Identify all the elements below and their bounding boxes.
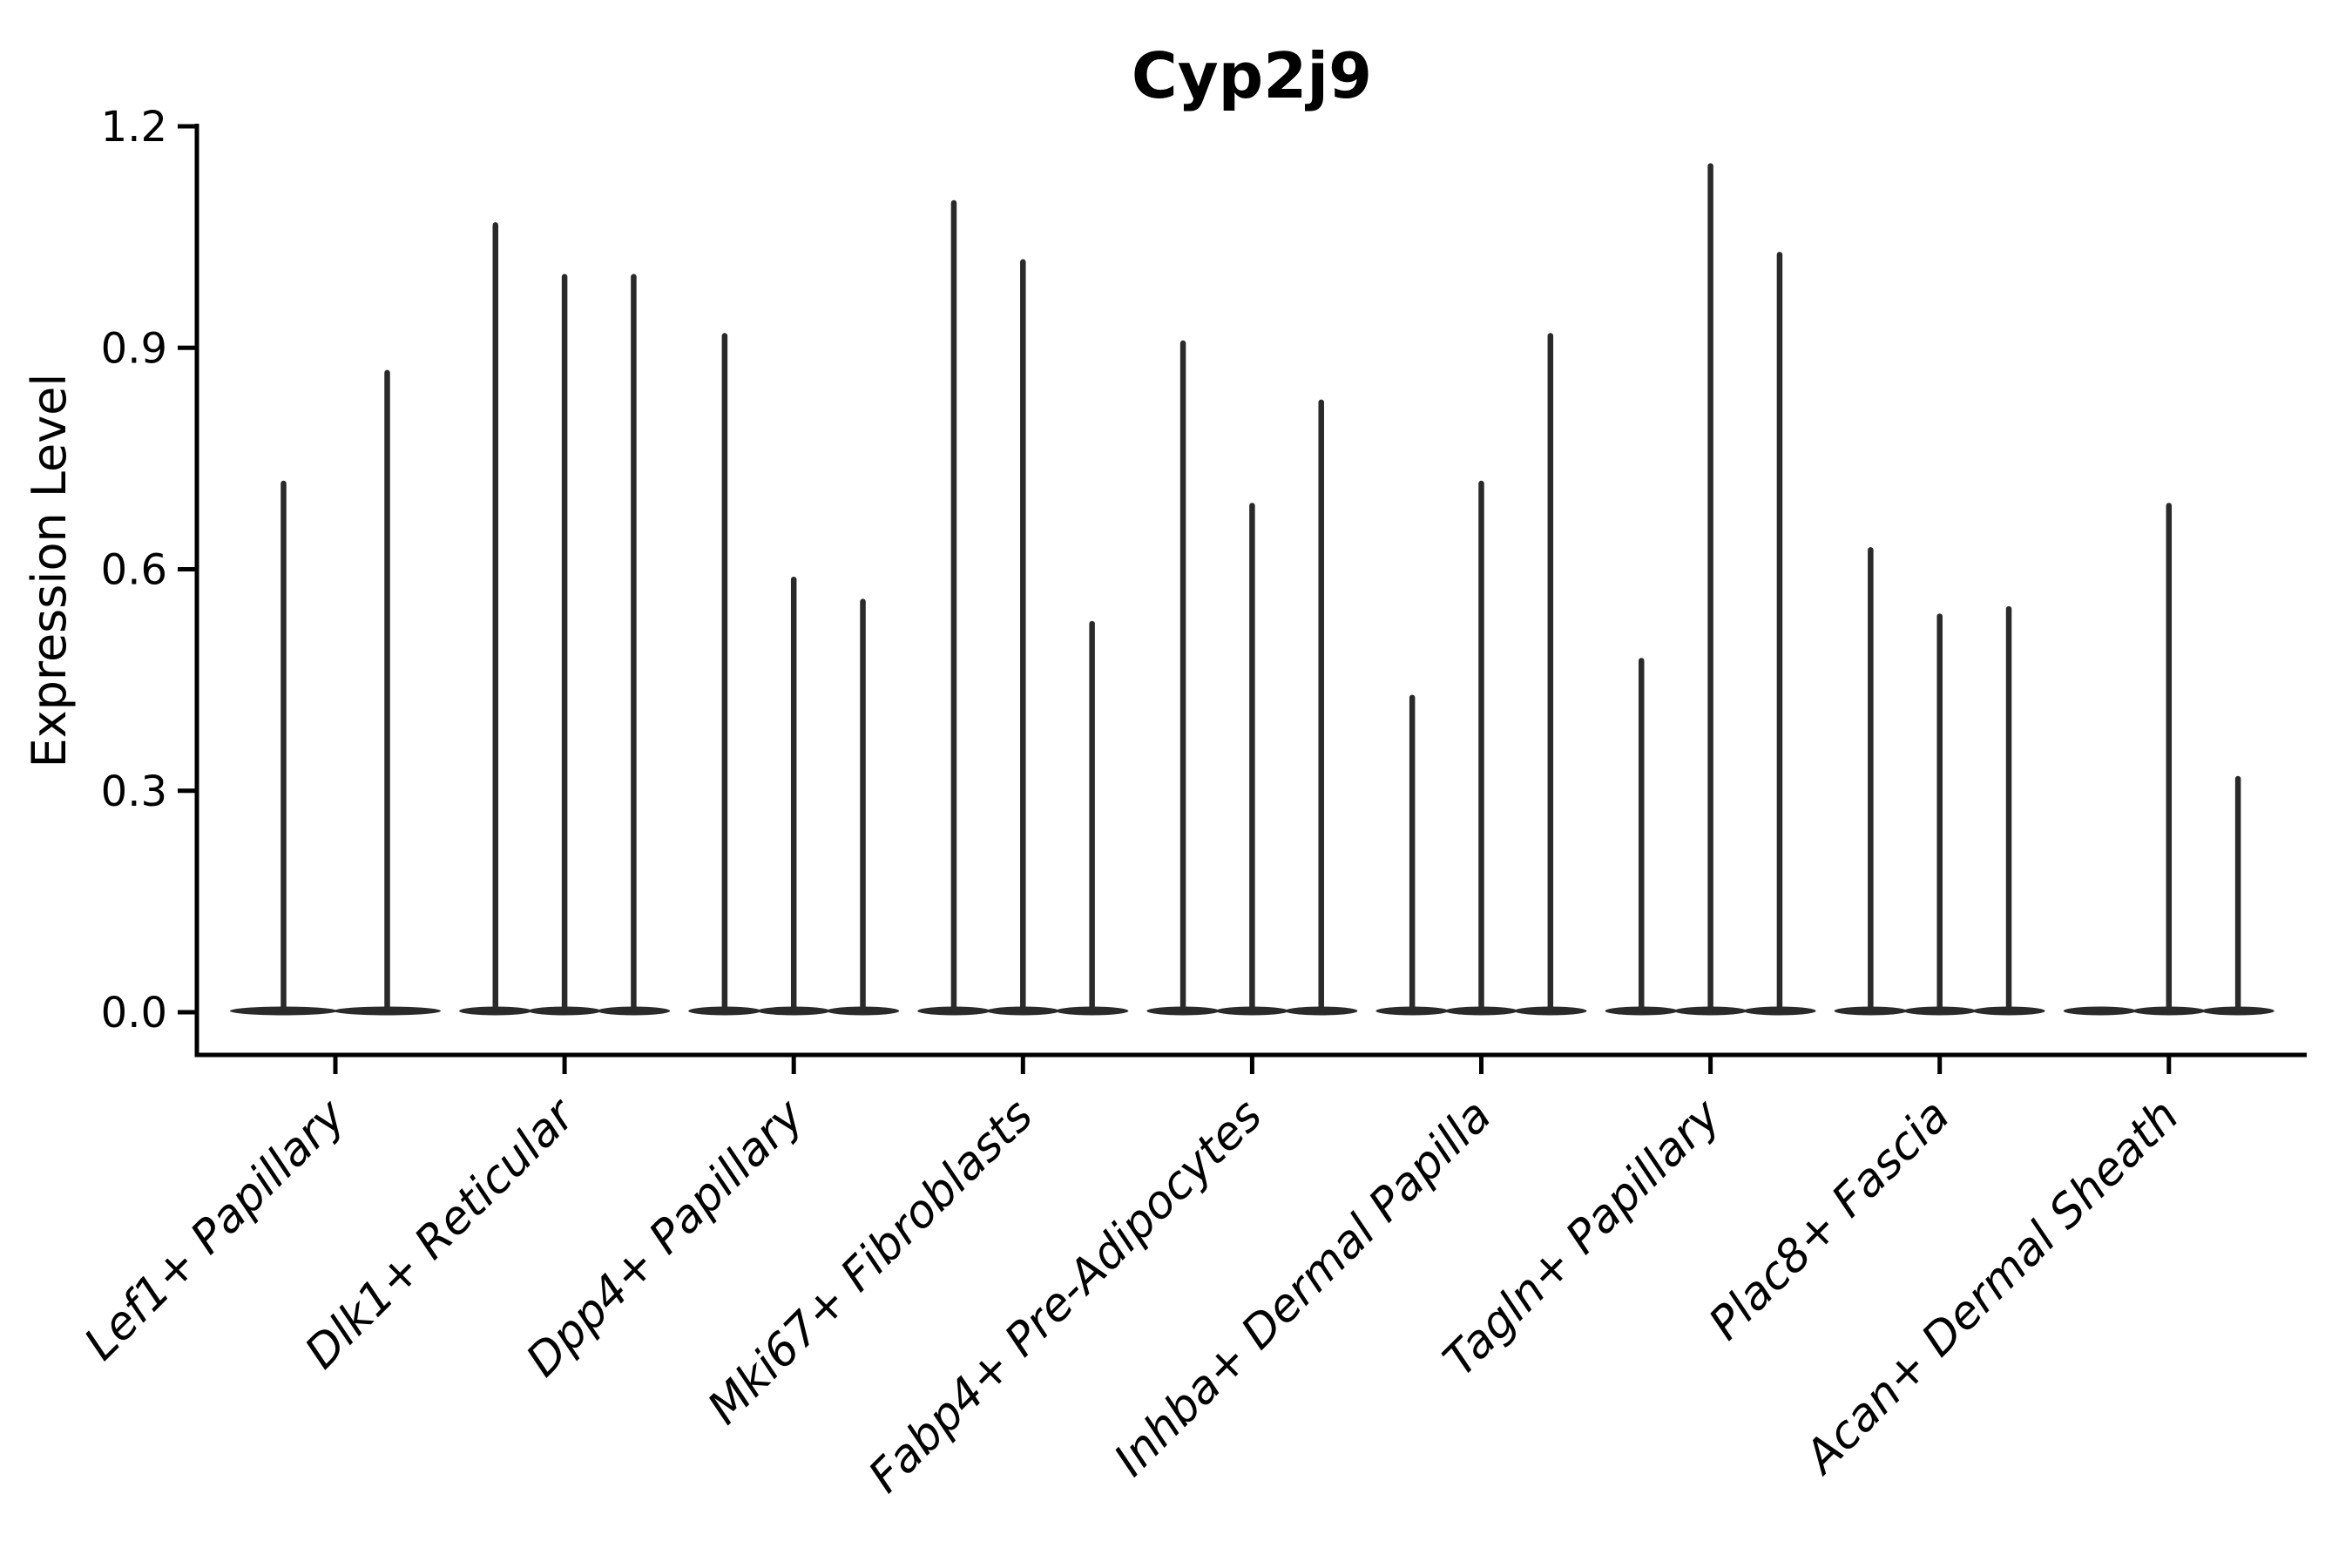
- violin-spike: [561, 274, 568, 1012]
- violin-spike: [1318, 399, 1324, 1012]
- violin-spike: [1707, 163, 1713, 1012]
- violin-spike: [2005, 605, 2012, 1012]
- x-tick-label: Fabp4+ Pre-Adipocytes: [859, 1090, 1273, 1504]
- violin-spike: [280, 480, 287, 1012]
- y-tick-label: 0.9: [101, 324, 167, 373]
- y-axis-label: Expression Level: [22, 374, 77, 768]
- violin-spike: [1249, 503, 1255, 1012]
- violin-spike: [1868, 547, 1874, 1012]
- y-tick-label: 0.6: [101, 546, 167, 595]
- violin-spike: [790, 576, 797, 1012]
- violin-spike: [1936, 613, 1943, 1012]
- violin-spike: [1089, 620, 1095, 1012]
- violin-spike: [492, 222, 499, 1013]
- violin-spike: [631, 274, 637, 1012]
- y-tick-label: 0.0: [101, 989, 167, 1037]
- violin-spike: [2234, 775, 2241, 1012]
- violin-spike: [950, 199, 957, 1012]
- y-tick-label: 0.3: [101, 767, 167, 816]
- chart-title: Cyp2j9: [1132, 39, 1372, 112]
- violin-spike: [1409, 694, 1416, 1012]
- violin-spike: [721, 333, 728, 1012]
- violin-spike: [1020, 259, 1026, 1012]
- y-tick-label: 1.2: [101, 103, 167, 152]
- x-tick-label: Inhba+ Dermal Papilla: [1105, 1090, 1502, 1487]
- violin-spike: [1639, 658, 1645, 1012]
- violin-spike: [1547, 333, 1554, 1012]
- violin-spike: [1179, 340, 1186, 1012]
- x-tick-label: Plac8+ Fascia: [1700, 1090, 1960, 1350]
- violin-spike: [1776, 252, 1783, 1012]
- violin-spike: [2166, 503, 2173, 1012]
- violin-spike: [860, 598, 866, 1012]
- violin-spike: [1478, 480, 1484, 1012]
- violin-base: [2063, 1006, 2137, 1016]
- violin-spike: [384, 369, 390, 1012]
- x-tick-label: Acan+ Dermal Sheath: [1794, 1090, 2189, 1485]
